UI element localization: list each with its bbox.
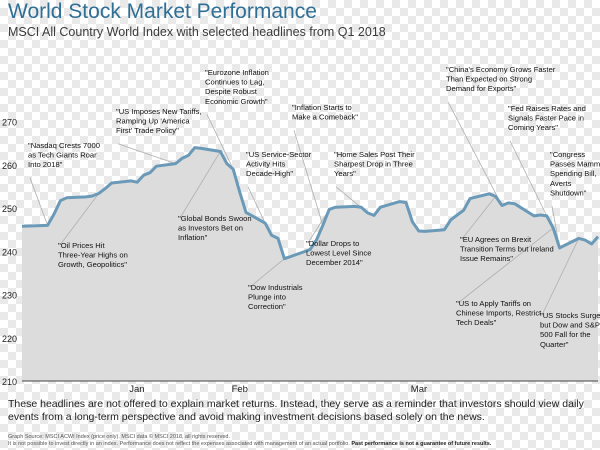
callout-line <box>247 186 266 224</box>
y-tick-label: 230 <box>2 291 17 301</box>
disclaimer-bold: Past performance is not a guarantee of f… <box>351 441 492 447</box>
callout-line <box>59 193 100 246</box>
callout-layer <box>29 101 580 316</box>
y-tick-label: 240 <box>2 247 17 257</box>
callout-line <box>117 143 176 164</box>
headline-annotation: "Home Sales Post Their Sharpest Drop in T… <box>334 150 415 178</box>
callout-line <box>447 101 503 206</box>
annotation-layer: "Nasdaq Crests 7000 as Tech Giants Roar In… <box>28 65 600 349</box>
headline-annotation: "Dollar Drops to Lowest Level Since Decemb… <box>306 239 371 267</box>
footnote: These headlines are not offered to expla… <box>8 398 584 423</box>
callout-line <box>541 238 580 316</box>
headline-annotation: "US Imposes New Tariffs, Ramping Up 'Amer… <box>116 107 202 135</box>
headline-annotation: "Eurozone Inflation Continues to Lag, Desp… <box>205 68 269 106</box>
headline-annotation: "Dow Industrials Plunge into Correction" <box>248 283 303 311</box>
callout-line <box>179 151 221 219</box>
y-tick-label: 210 <box>2 377 17 387</box>
x-tick-label: Mar <box>411 384 427 395</box>
x-tick-label: Jan <box>129 384 144 395</box>
series-line <box>21 146 600 261</box>
callout-line <box>509 140 548 217</box>
disclaimer-note: It is not possible to invest directly in… <box>8 441 491 447</box>
chart-subtitle: MSCI All Country World Index with select… <box>8 25 386 39</box>
area-fill-layer <box>22 147 598 381</box>
callout-line <box>29 177 48 226</box>
y-tick-label: 260 <box>2 161 17 171</box>
x-tick-label: Feb <box>232 384 248 395</box>
headline-annotation: "China's Economy Grows Faster Than Expect… <box>446 65 556 93</box>
chart-title: World Stock Market Performance <box>8 0 317 23</box>
headline-annotation: "Global Bonds Swoon as Investors Bet on In… <box>178 214 252 242</box>
headline-annotation: "US Stocks Surge, but Dow and S&P 500 Fall… <box>540 311 600 349</box>
area-fill <box>22 147 598 381</box>
headline-annotation: "US Service-Sector Activity Hits Decade-Hi… <box>246 150 312 178</box>
callout-line <box>461 196 496 240</box>
chart-svg: 210 220 230 240 250 260 270 Jan Feb Mar "Nasdaq C… <box>2 65 600 395</box>
headline-annotation: "Nasdaq Crests 7000 as Tech Giants Roar In… <box>28 141 100 169</box>
y-tick-label: 270 <box>2 118 17 128</box>
headline-annotation: "Fed Raises Rates and Signals Faster Pace… <box>508 104 586 132</box>
headline-annotation: "US to Apply Tariffs on Chinese Imports, … <box>456 299 542 327</box>
callout-line <box>249 258 285 288</box>
y-tick-label: 250 <box>2 204 17 214</box>
axes-layer: 210 220 230 240 250 260 270 Jan Feb Mar <box>2 118 598 395</box>
callout-line <box>206 114 234 170</box>
line-layer <box>21 146 600 261</box>
headline-annotation: "Oil Prices Hit Three-Year Highs on Growth… <box>58 241 128 269</box>
disclaimer-text: It is not possible to invest directly in… <box>8 441 350 447</box>
callout-line <box>457 227 554 304</box>
headline-annotation: "Inflation Starts to Make a Comeback" <box>292 103 358 122</box>
headline-annotation: "EU Agrees on Brexit Transition Terms but… <box>460 235 554 263</box>
callout-line <box>293 130 324 226</box>
y-tick-label: 220 <box>2 334 17 344</box>
source-note: Graph Source: MSCI ACWI Index (price onl… <box>8 434 230 440</box>
